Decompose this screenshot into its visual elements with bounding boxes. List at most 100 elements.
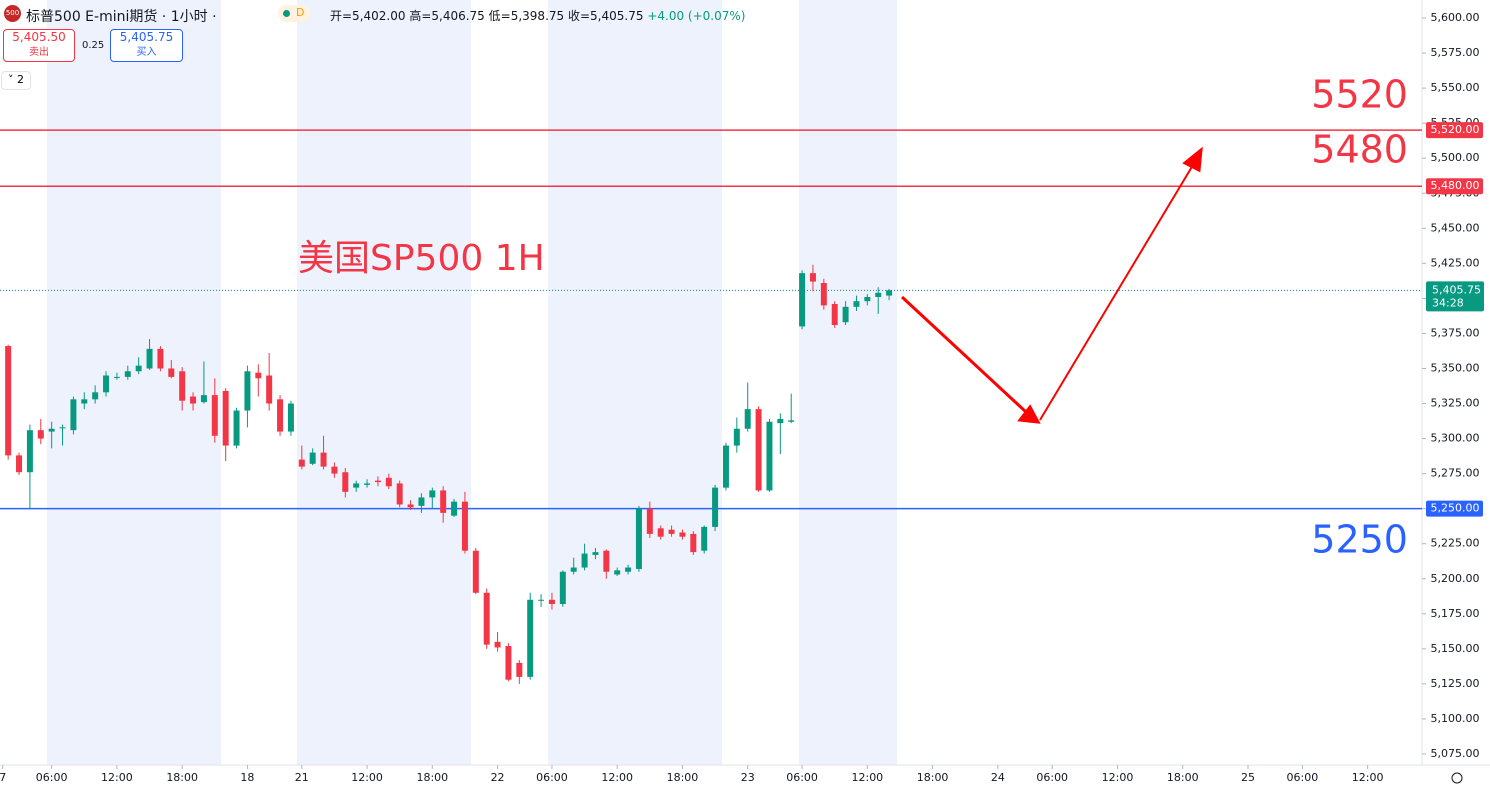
candle-body	[190, 396, 197, 404]
candle-body	[559, 571, 566, 604]
candle-body	[831, 303, 838, 326]
x-tick-label: 25	[1241, 771, 1255, 784]
x-tick-label: 12:00	[1102, 771, 1134, 784]
x-tick-label: 06:00	[36, 771, 68, 784]
candle-body	[722, 445, 729, 488]
annotation: 5520	[1311, 73, 1408, 117]
candle-body	[809, 273, 816, 282]
y-tick-label: 5,550.00	[1431, 81, 1480, 94]
candle-body	[625, 567, 632, 572]
sell-button[interactable]: 5,405.50 卖出	[3, 29, 75, 62]
symbol-title: 标普500 E-mini期货 · 1小时 ·	[26, 9, 217, 25]
candle-body	[211, 395, 218, 436]
arrow-segment	[1039, 164, 1194, 421]
candle-body	[679, 532, 686, 537]
buy-button[interactable]: 5,405.75 买入	[110, 29, 183, 62]
candle-body	[820, 282, 827, 306]
level-tag	[1426, 500, 1483, 517]
x-tick-label: 18:00	[1167, 771, 1199, 784]
candle-body	[16, 455, 23, 473]
candle-body	[37, 430, 44, 439]
candle-body	[799, 273, 806, 327]
candle-body	[603, 550, 610, 572]
x-tick-label: 18:00	[667, 771, 699, 784]
x-tick-label: 12:00	[101, 771, 133, 784]
level-tag	[1426, 178, 1483, 195]
x-tick-label: 06:00	[1287, 771, 1319, 784]
sell-label: 卖出	[29, 47, 49, 58]
status-pill: D	[278, 5, 310, 22]
candle-body	[287, 403, 294, 432]
candle-body	[690, 533, 697, 553]
candle-body	[777, 418, 784, 424]
x-tick-label: 23	[741, 771, 755, 784]
y-tick-label: 5,075.00	[1431, 747, 1480, 760]
candle-body	[353, 483, 360, 488]
y-tick-label: 5,125.00	[1431, 677, 1480, 690]
last-price-label: 5,405.75	[1432, 283, 1481, 296]
settings-icon[interactable]	[1451, 772, 1463, 784]
candle-body	[701, 526, 708, 551]
y-tick-label: 5,500.00	[1431, 151, 1480, 164]
candle-body	[581, 553, 588, 568]
candle-body	[472, 550, 479, 593]
candle-body	[320, 452, 327, 467]
candle-body	[255, 372, 262, 379]
arrow-head	[1017, 404, 1041, 424]
ohlc-change: +4.00 (+0.07%)	[647, 9, 746, 23]
candle-body	[886, 290, 893, 296]
status-dot	[283, 10, 290, 17]
x-tick-label: 18	[240, 771, 254, 784]
candle-body	[614, 570, 621, 575]
candle-body	[657, 528, 664, 537]
candle-body	[364, 483, 371, 485]
candle-body	[733, 428, 740, 446]
candle-body	[766, 421, 773, 491]
ohlc: 开=5,402.00 高=5,406.75 低=5,398.75 收=5,405…	[330, 7, 745, 24]
x-tick-label: 18:00	[917, 771, 949, 784]
y-tick-label: 5,375.00	[1431, 326, 1480, 339]
candle-body	[842, 306, 849, 323]
y-tick-label: 5,300.00	[1431, 432, 1480, 445]
symbol-logo: 500	[4, 5, 21, 22]
x-tick-label: 12:00	[1352, 771, 1384, 784]
session-band	[548, 0, 722, 765]
status-badge: D	[296, 6, 305, 19]
candle-body	[646, 508, 653, 534]
candle-body	[505, 646, 512, 680]
x-tick-label: 06:00	[1036, 771, 1068, 784]
candle-body	[592, 552, 599, 555]
candle-body	[298, 459, 305, 467]
candle-body	[483, 592, 490, 645]
session-bands	[47, 0, 897, 765]
candle-body	[277, 399, 284, 432]
ohlc-open: 开=5,402.00	[330, 9, 406, 23]
candle-body	[233, 410, 240, 446]
candle-body	[538, 599, 545, 601]
y-tick-label: 5,600.00	[1431, 11, 1480, 24]
candle-body	[635, 508, 642, 569]
level-tag	[1426, 122, 1483, 139]
ohlc-low: 低=5,398.75	[488, 9, 565, 23]
ohlc-close: 收=5,405.75	[567, 9, 644, 23]
candle-body	[179, 371, 186, 401]
arrow-segment	[900, 295, 1028, 414]
candle-body	[668, 529, 675, 534]
x-tick-label: 24	[991, 771, 1005, 784]
y-tick-label: 5,175.00	[1431, 607, 1480, 620]
candle-body	[440, 490, 447, 513]
candle-body	[48, 428, 55, 432]
candle-body	[26, 430, 33, 473]
level-tag-label: 5,480.00	[1431, 179, 1480, 192]
candle-body	[548, 599, 555, 604]
y-tick-label: 5,100.00	[1431, 712, 1480, 725]
indicator-toggle[interactable]: ˅ 2	[1, 71, 31, 90]
candle-body	[92, 392, 99, 400]
candle-body	[407, 504, 414, 508]
candle-body	[853, 301, 860, 307]
candle-body	[374, 480, 381, 483]
candle-body	[342, 472, 349, 492]
session-band	[799, 0, 897, 765]
